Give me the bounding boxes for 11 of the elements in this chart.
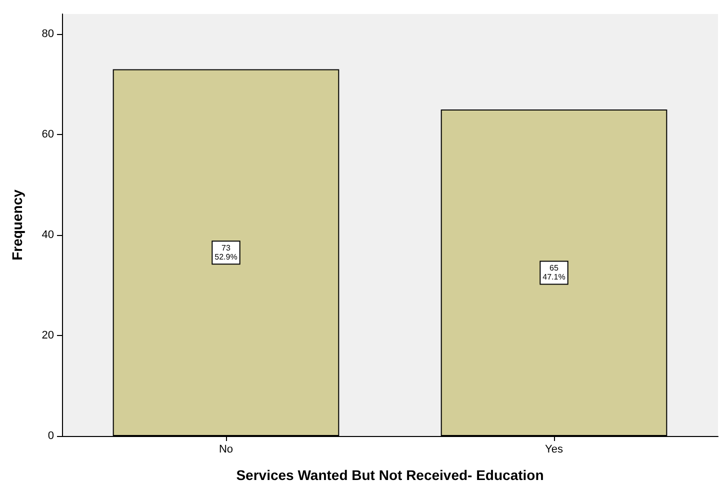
x-tick-label: No: [218, 444, 234, 456]
data-label: 73 52.9%: [214, 244, 238, 262]
y-tick-label: 80: [42, 28, 54, 40]
data-label: 65 47.1%: [542, 264, 566, 282]
y-tick-label: 20: [42, 330, 54, 342]
y-tick-label: 40: [42, 229, 54, 242]
y-tick-label: 0: [48, 430, 54, 442]
y-tick-label: 60: [42, 128, 54, 141]
x-tick-label: Yes: [545, 444, 564, 456]
y-axis-title: Frequency: [9, 189, 25, 260]
x-axis-title: Services Wanted But Not Received- Education: [236, 467, 544, 483]
